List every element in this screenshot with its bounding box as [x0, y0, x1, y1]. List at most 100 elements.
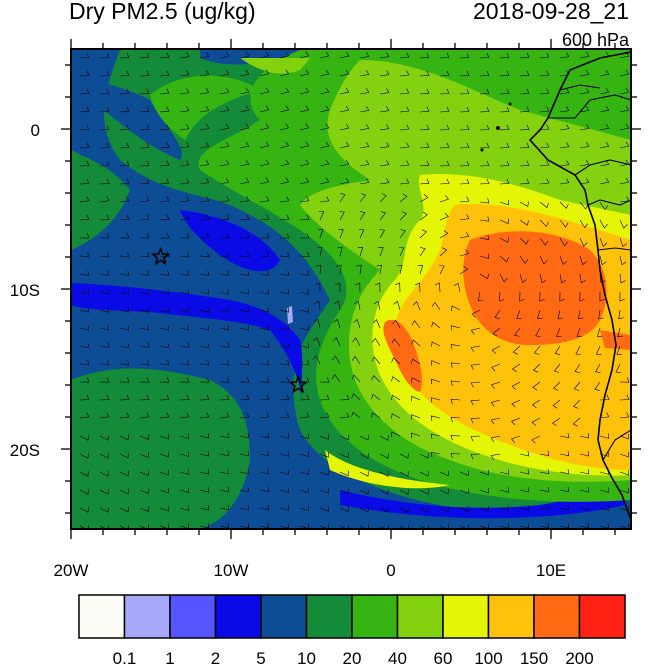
wind-barb [199, 307, 210, 313]
wind-barb [359, 141, 370, 149]
wind-barb [559, 486, 570, 493]
wind-barb [339, 123, 350, 131]
wind-barb [259, 450, 270, 457]
wind-barb [159, 251, 170, 258]
wind-barb [159, 70, 170, 77]
field-green-southwest [71, 368, 250, 529]
wind-barb [499, 505, 510, 511]
wind-barb [179, 251, 190, 258]
wind-barb [339, 488, 349, 495]
wind-barb [179, 288, 190, 295]
wind-barb [119, 307, 130, 313]
wind-barb [519, 255, 529, 264]
wind-barb [79, 70, 90, 77]
wind-barb [539, 255, 548, 265]
wind-barb [552, 399, 561, 409]
wind-barb [339, 69, 350, 77]
wind-barb [159, 325, 170, 331]
wind-barb [239, 141, 250, 149]
wind-barb [99, 288, 110, 295]
wind-barb [499, 218, 509, 224]
wind-barb [159, 523, 169, 529]
wind-barb [599, 291, 605, 302]
wind-barb [139, 88, 150, 95]
wind-barb [259, 141, 270, 149]
wind-barb [159, 394, 170, 401]
wind-barb [358, 229, 365, 239]
wind-barb [599, 487, 610, 493]
wind-barb [99, 251, 110, 258]
wind-barb [371, 337, 381, 347]
wind-barb [459, 88, 470, 95]
wind-barb [599, 177, 610, 185]
wind-barb [179, 233, 190, 239]
wind-barb [359, 435, 369, 441]
wind-barb [399, 160, 410, 167]
wind-barb [319, 159, 330, 167]
wind-barb [378, 247, 384, 257]
wind-barb [539, 142, 550, 149]
wind-barb [539, 486, 550, 493]
wind-barb [419, 88, 430, 95]
wind-barb [199, 505, 210, 511]
wind-barb [514, 327, 521, 337]
wind-barb [490, 381, 501, 389]
wind-barb [619, 394, 630, 401]
wind-barb [179, 342, 190, 349]
colorbar-swatch [487, 594, 535, 639]
wind-barb [598, 309, 604, 320]
wind-barb [352, 337, 361, 347]
wind-barb [239, 251, 250, 258]
wind-barb [279, 177, 290, 185]
wind-barb [532, 381, 541, 391]
wind-barb [279, 342, 290, 349]
field-yellow-tail [325, 450, 450, 489]
colorbar-label: 1 [165, 649, 174, 667]
wind-barb [259, 251, 270, 258]
wind-barb [430, 397, 441, 403]
wind-barb [559, 255, 568, 265]
wind-barb [279, 307, 290, 313]
wind-barb [299, 505, 309, 512]
colorbar-label: 200 [565, 649, 593, 667]
wind-barb [479, 487, 489, 494]
wind-barb [279, 159, 290, 167]
y-tick-label: 0 [31, 121, 40, 140]
wind-barb [219, 394, 230, 401]
wind-barb [490, 453, 501, 461]
colorbar: 0.1 1 2 5 10 20 40 60 100 150 200 [78, 594, 626, 667]
wind-barb [79, 453, 89, 459]
wind-barb [490, 435, 501, 443]
wind-barb [179, 270, 190, 276]
colorbar-label: 40 [388, 649, 407, 667]
wind-barb [219, 522, 230, 529]
wind-barb [399, 70, 410, 77]
wind-barb [119, 160, 130, 167]
wind-barb [316, 264, 322, 275]
wind-barb [339, 434, 349, 441]
wind-barb [470, 345, 481, 353]
wind-barb [450, 380, 461, 386]
wind-barb [99, 377, 110, 383]
colorbar-label: 10 [297, 649, 316, 667]
wind-barb [557, 309, 564, 320]
wind-barb [332, 355, 341, 365]
wind-barb [510, 435, 521, 443]
wind-barb [139, 342, 150, 349]
wind-barb [619, 177, 630, 185]
colorbar-swatch [578, 594, 626, 639]
wind-barb [356, 264, 362, 275]
wind-barb [219, 360, 230, 366]
wind-barb [332, 337, 341, 347]
wind-barb [119, 524, 129, 529]
wind-barb [371, 356, 381, 365]
wind-barb [399, 193, 408, 203]
wind-barb [439, 106, 450, 113]
wind-barb [391, 413, 401, 419]
wind-barb [519, 451, 530, 457]
wind-barb [391, 357, 401, 365]
wind-barb [470, 327, 481, 335]
wind-barb [79, 394, 90, 401]
wind-barb [219, 214, 230, 221]
wind-barb [79, 270, 90, 276]
